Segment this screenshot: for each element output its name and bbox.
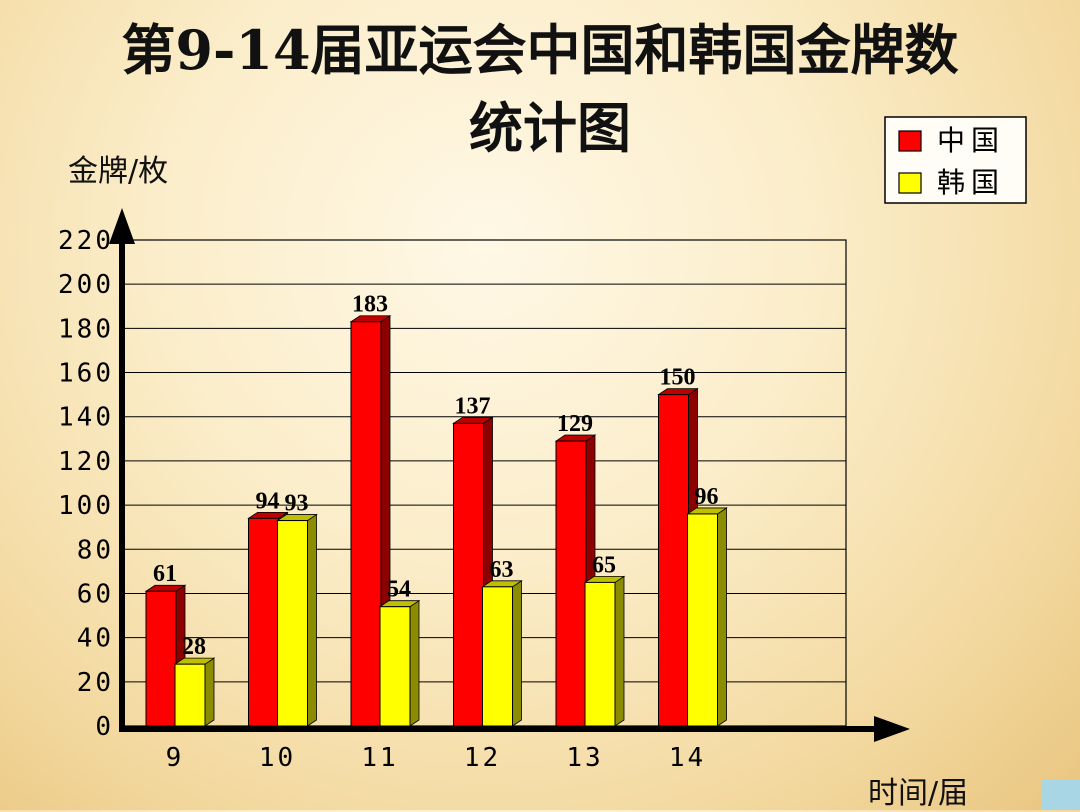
bar-side-korea: [204, 657, 215, 727]
bar-side-korea: [614, 575, 625, 727]
bar-side-korea: [409, 599, 420, 727]
legend-swatch-china: [898, 130, 922, 152]
data-label: 61: [153, 561, 177, 587]
y-tick-label: 0: [95, 712, 114, 742]
data-label: 65: [592, 552, 616, 578]
slide-corner-marker: [1042, 780, 1080, 810]
y-tick-label: 120: [58, 447, 114, 477]
bar-side-korea: [512, 580, 522, 727]
data-label: 137: [455, 393, 491, 419]
bar-china: [248, 517, 279, 727]
y-tick-label: 160: [58, 359, 114, 389]
y-tick-label: 80: [77, 535, 114, 565]
x-tick-label: 14: [669, 743, 706, 773]
data-label: 96: [695, 484, 719, 510]
bar-korea: [687, 513, 718, 727]
y-tick-label: 60: [77, 579, 114, 609]
x-tick-label: 12: [464, 743, 501, 773]
data-label: 94: [256, 488, 280, 514]
data-label: 93: [285, 491, 309, 517]
bar-korea: [174, 663, 206, 727]
y-tick-label: 40: [77, 624, 114, 654]
y-tick-label: 140: [58, 403, 114, 433]
chart-title-line2: 统计图: [469, 96, 631, 160]
bar-china: [350, 321, 382, 727]
bar-side-korea: [717, 507, 727, 727]
bar-korea: [379, 606, 411, 727]
legend-label-china: 中国: [937, 124, 1005, 157]
x-tick-label: 11: [361, 743, 398, 773]
y-axis-label: 金牌/枚: [68, 154, 169, 189]
data-label: 54: [387, 577, 411, 603]
y-tick-label: 200: [58, 270, 114, 300]
x-tick-label: 10: [259, 743, 296, 773]
bar-korea: [277, 520, 308, 727]
y-tick-label: 180: [58, 314, 114, 344]
data-label: 150: [660, 365, 696, 391]
legend-label-korea: 韩国: [937, 166, 1005, 199]
chart-title-line1: 第9-14届亚运会中国和韩国金牌数: [121, 18, 959, 82]
x-tick-label: 9: [166, 743, 185, 773]
x-axis-arrow: [874, 716, 910, 742]
bar-side-korea: [307, 513, 317, 727]
bar-china: [453, 422, 484, 727]
y-axis-arrow: [109, 208, 135, 244]
legend-swatch-korea: [898, 172, 922, 194]
y-tick-label: 20: [77, 668, 114, 698]
y-tick-label: 100: [58, 491, 114, 521]
x-axis-label: 时间/届: [868, 776, 969, 811]
bar-china: [555, 440, 587, 727]
bar-china: [658, 394, 689, 727]
y-tick-label: 220: [58, 226, 114, 256]
bar-korea: [584, 581, 616, 727]
data-label: 28: [182, 634, 206, 660]
data-label: 183: [352, 292, 388, 318]
data-label: 63: [490, 557, 514, 583]
bar-korea: [482, 586, 513, 727]
bar-china: [145, 590, 177, 727]
x-tick-label: 13: [566, 743, 603, 773]
data-label: 129: [557, 411, 593, 437]
